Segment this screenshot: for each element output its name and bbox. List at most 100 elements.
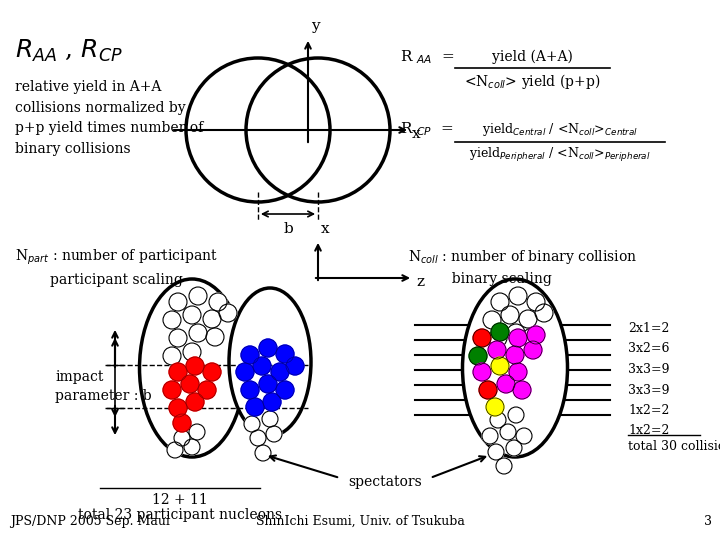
Circle shape [244, 416, 260, 432]
Circle shape [488, 341, 506, 359]
Circle shape [508, 407, 524, 423]
Circle shape [241, 346, 259, 364]
Circle shape [491, 293, 509, 311]
Circle shape [527, 293, 545, 311]
Text: R $_{CP}$  =: R $_{CP}$ = [400, 120, 454, 138]
Text: N$_{coll}$ : number of binary collision
          binary scaling: N$_{coll}$ : number of binary collision … [408, 248, 637, 286]
Ellipse shape [462, 279, 567, 457]
Circle shape [209, 293, 227, 311]
Circle shape [497, 375, 515, 393]
Text: x: x [321, 222, 330, 236]
Circle shape [189, 324, 207, 342]
Circle shape [181, 375, 199, 393]
Circle shape [276, 345, 294, 363]
Text: z: z [416, 275, 424, 289]
Circle shape [167, 442, 183, 458]
Circle shape [266, 426, 282, 442]
Circle shape [184, 439, 200, 455]
Circle shape [186, 357, 204, 375]
Circle shape [496, 458, 512, 474]
Text: yield$_{Peripheral}$ / <N$_{coll}$>$_{Peripheral}$: yield$_{Peripheral}$ / <N$_{coll}$>$_{Pe… [469, 146, 651, 164]
Circle shape [198, 381, 216, 399]
Text: impact
parameter : b: impact parameter : b [55, 370, 152, 403]
Circle shape [473, 363, 491, 381]
Text: N$_{part}$ : number of participant
        participant scaling: N$_{part}$ : number of participant parti… [15, 248, 217, 287]
Circle shape [491, 323, 509, 341]
Circle shape [169, 293, 187, 311]
Circle shape [489, 329, 507, 347]
Circle shape [183, 343, 201, 361]
Circle shape [535, 304, 553, 322]
Circle shape [189, 424, 205, 440]
Circle shape [271, 363, 289, 381]
Circle shape [169, 329, 187, 347]
Circle shape [483, 311, 501, 329]
Circle shape [186, 393, 204, 411]
Circle shape [473, 329, 491, 347]
Circle shape [262, 411, 278, 427]
Circle shape [469, 347, 487, 365]
Text: <N$_{coll}$> yield (p+p): <N$_{coll}$> yield (p+p) [464, 72, 600, 91]
Circle shape [491, 357, 509, 375]
Circle shape [509, 329, 527, 347]
Circle shape [236, 363, 254, 381]
Circle shape [500, 424, 516, 440]
Text: 3: 3 [704, 515, 712, 528]
Text: yield (A+A): yield (A+A) [492, 50, 573, 64]
Text: ShinIchi Esumi, Univ. of Tsukuba: ShinIchi Esumi, Univ. of Tsukuba [256, 515, 464, 528]
Text: total 30 collisions: total 30 collisions [628, 440, 720, 453]
Circle shape [169, 399, 187, 417]
Circle shape [482, 428, 498, 444]
Circle shape [206, 328, 224, 346]
Circle shape [507, 324, 525, 342]
Circle shape [253, 357, 271, 375]
Circle shape [506, 440, 522, 456]
Circle shape [219, 304, 237, 322]
Text: relative yield in A+A
collisions normalized by
p+p yield times number of
binary : relative yield in A+A collisions normali… [15, 80, 203, 156]
Text: x: x [412, 127, 420, 141]
Circle shape [490, 412, 506, 428]
Circle shape [513, 381, 531, 399]
Text: 12 + 11: 12 + 11 [152, 493, 208, 507]
Text: yield$_{Central}$ / <N$_{coll}$>$_{Central}$: yield$_{Central}$ / <N$_{coll}$>$_{Centr… [482, 121, 638, 138]
Circle shape [255, 445, 271, 461]
Circle shape [263, 393, 281, 411]
Circle shape [174, 430, 190, 446]
Circle shape [189, 287, 207, 305]
Circle shape [286, 357, 304, 375]
Circle shape [501, 306, 519, 324]
Text: b: b [283, 222, 293, 236]
Circle shape [519, 310, 537, 328]
Circle shape [163, 311, 181, 329]
Circle shape [259, 375, 277, 393]
Circle shape [524, 341, 542, 359]
Circle shape [163, 381, 181, 399]
Circle shape [259, 339, 277, 357]
Circle shape [527, 326, 545, 344]
Circle shape [169, 363, 187, 381]
Text: 2x1=2
3x2=6
3x3=9
3x3=9
1x2=2
1x2=2: 2x1=2 3x2=6 3x3=9 3x3=9 1x2=2 1x2=2 [628, 322, 670, 437]
Circle shape [203, 310, 221, 328]
Text: R $_{AA}$  =: R $_{AA}$ = [400, 48, 454, 66]
Text: JPS/DNP 2005 Sep. Maui: JPS/DNP 2005 Sep. Maui [10, 515, 170, 528]
Text: y: y [311, 19, 320, 33]
Circle shape [506, 346, 524, 364]
Circle shape [509, 363, 527, 381]
Circle shape [486, 398, 504, 416]
Circle shape [241, 381, 259, 399]
Circle shape [163, 347, 181, 365]
Circle shape [203, 363, 221, 381]
Circle shape [523, 328, 541, 346]
Circle shape [509, 287, 527, 305]
Circle shape [250, 430, 266, 446]
Text: total 23 participant nucleons: total 23 participant nucleons [78, 508, 282, 522]
Text: spectators: spectators [348, 475, 422, 489]
Circle shape [246, 398, 264, 416]
Circle shape [173, 414, 191, 432]
Circle shape [516, 428, 532, 444]
Ellipse shape [140, 279, 245, 457]
Ellipse shape [229, 288, 311, 436]
Circle shape [183, 306, 201, 324]
Circle shape [479, 381, 497, 399]
Circle shape [488, 444, 504, 460]
